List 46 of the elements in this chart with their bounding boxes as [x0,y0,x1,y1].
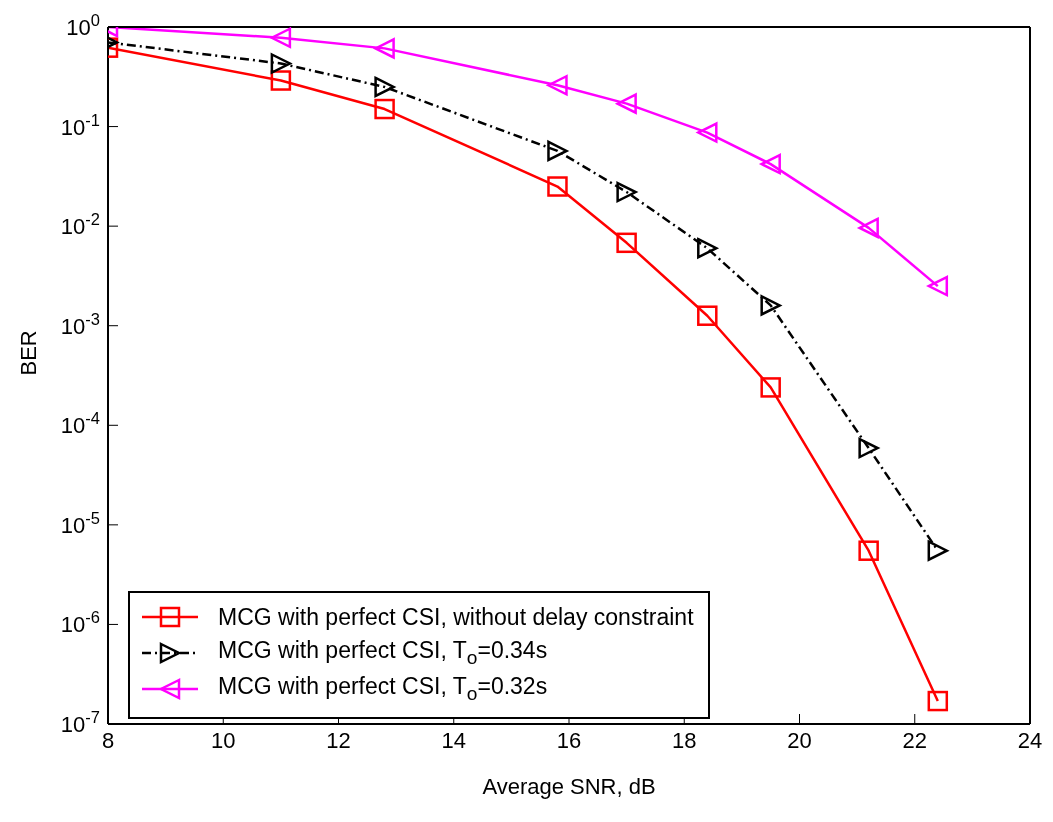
y-tick-label: 10$^{-1}$ [60,110,100,140]
point [547,75,568,96]
point [374,76,395,98]
point [270,70,292,91]
x-tick-label: 16 [556,727,582,753]
x-tick-label: 10 [211,727,236,753]
y-tick-label: 10$^{-4}$ [60,409,100,439]
y-axis-title: BER [15,330,41,376]
point [270,53,292,74]
x-axis-title: Average SNR, dB [482,774,656,799]
legend-label: MCG with perfect CSI, T$_{o}$=0.34s [218,637,548,669]
y-tick-label: 10$^{-3}$ [60,309,100,339]
x-tick-label: 24 [1017,727,1043,753]
y-tick-label: 10$^{-7}$ [60,708,100,737]
point [616,232,637,254]
point [697,122,718,143]
point [927,690,949,712]
x-tick-label: 22 [902,727,927,753]
x-tick-label: 12 [326,727,351,753]
point [374,38,395,59]
legend-label: MCG with perfect CSI, T$_{o}$=0.32s [218,673,548,705]
legend-label: MCG with perfect CSI, without delay constraint [218,603,694,631]
point [858,540,879,561]
point [927,275,949,297]
point [270,27,292,48]
point [858,217,879,239]
x-tick-label: 8 [101,727,115,753]
point [697,237,718,259]
x-tick-label: 14 [441,727,466,753]
point [858,437,879,459]
point [697,305,718,326]
y-tick-label: 10$^{-2}$ [60,210,100,240]
y-tick-label: 10$^{-6}$ [60,608,100,638]
point [760,153,781,175]
y-tick-label: 10$^{0}$ [66,11,100,40]
point [374,98,395,120]
point [547,176,568,197]
y-tick-label: 10$^{-5}$ [60,508,100,538]
point [616,181,637,203]
point [547,140,568,162]
x-tick-label: 20 [787,727,812,753]
point [927,540,949,561]
point [760,295,781,316]
point [760,377,781,398]
point [616,93,637,114]
x-tick-label: 18 [672,727,697,753]
